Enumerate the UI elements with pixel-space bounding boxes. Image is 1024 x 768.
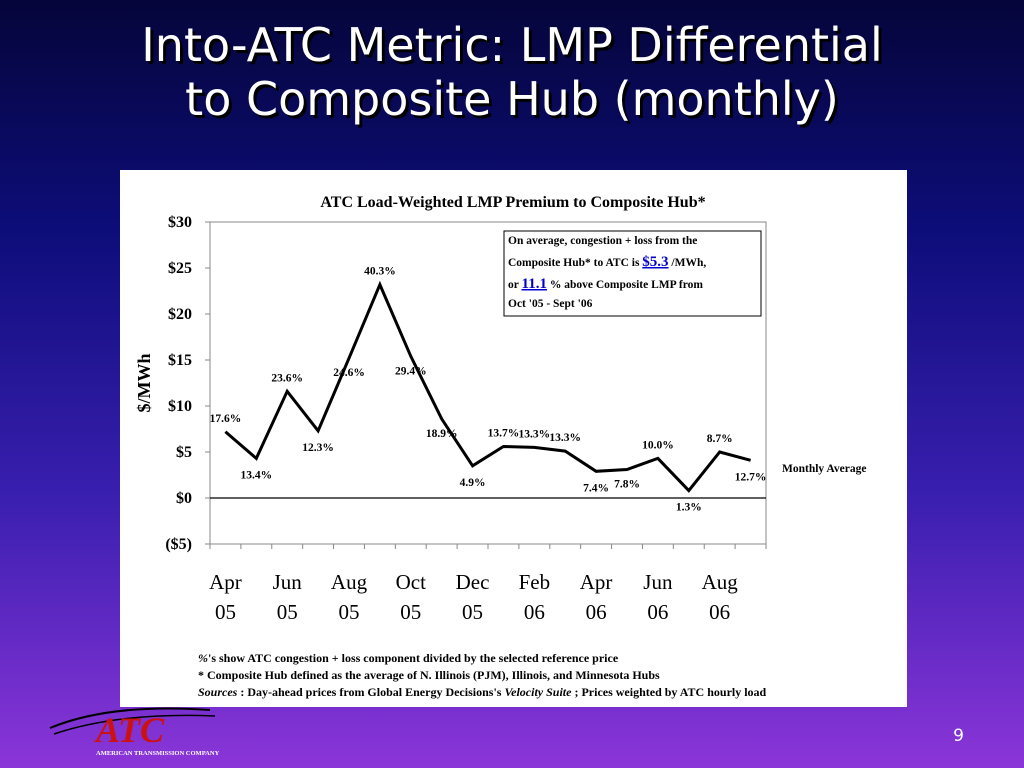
x-tick-label-month: Aug: [702, 570, 739, 594]
data-label: 12.3%: [302, 442, 334, 454]
x-tick-label-month: Apr: [580, 570, 613, 594]
data-label: 23.6%: [271, 372, 303, 384]
annotation-line1: On average, congestion + loss from the: [508, 235, 697, 247]
data-label: 10.0%: [642, 439, 674, 451]
annotation-value-percent: 11.1: [522, 276, 547, 292]
data-label: 40.3%: [364, 266, 396, 278]
footnote-sources: Sources : Day-ahead prices from Global E…: [198, 685, 767, 699]
x-tick-label-year: 06: [524, 600, 545, 624]
x-tick-label-month: Jun: [643, 570, 673, 594]
legend-label: Monthly Average: [782, 463, 866, 475]
x-tick-label-year: 05: [339, 600, 360, 624]
data-label: 13.3%: [549, 432, 581, 444]
annotation-box: On average, congestion + loss from the C…: [503, 230, 762, 317]
chart-title: ATC Load-Weighted LMP Premium to Composi…: [320, 194, 705, 211]
slide-title-line1: Into-ATC Metric: LMP Differential: [141, 18, 883, 72]
data-label: 4.9%: [460, 477, 486, 489]
y-tick-label: ($5): [165, 536, 192, 553]
annotation-line2: Composite Hub* to ATC is $5.3 /MWh,: [508, 254, 706, 270]
series-line-monthly-average: [224, 280, 751, 493]
y-tick-label: $5: [176, 444, 192, 461]
data-label: 13.4%: [241, 469, 273, 481]
annotation-line4: Oct '05 - Sept '06: [508, 298, 593, 310]
y-tick-label: $10: [168, 398, 192, 415]
data-label: 13.3%: [519, 428, 551, 440]
slide-title: Into-ATC Metric: LMP Differential to Com…: [0, 18, 1024, 126]
x-tick-label-month: Oct: [396, 570, 426, 594]
x-tick-label-month: Apr: [209, 570, 242, 594]
y-tick-label: $0: [176, 490, 192, 507]
footnote-composite-hub: * Composite Hub defined as the average o…: [198, 668, 660, 682]
x-tick-label-year: 05: [462, 600, 483, 624]
data-label: 8.7%: [707, 433, 733, 445]
x-tick-label-month: Feb: [519, 570, 551, 594]
annotation-line3: or 11.1 % above Composite LMP from: [508, 276, 703, 292]
data-label: 12.7%: [735, 471, 767, 483]
data-label: 24.6%: [333, 367, 365, 379]
footnote-percent: %'s show ATC congestion + loss component…: [198, 651, 619, 665]
x-tick-label-month: Dec: [456, 570, 490, 594]
data-label: 1.3%: [676, 502, 702, 514]
data-label: 17.6%: [210, 413, 242, 425]
data-label: 7.4%: [583, 482, 609, 494]
data-label: 29.4%: [395, 365, 427, 377]
x-tick-label-month: Jun: [273, 570, 303, 594]
data-label: 13.7%: [488, 427, 520, 439]
data-label: 18.9%: [426, 428, 458, 440]
x-tick-label-year: 05: [215, 600, 236, 624]
y-tick-label: $25: [168, 260, 192, 277]
x-tick-label-year: 06: [709, 600, 730, 624]
atc-logo: ATC AMERICAN TRANSMISSION COMPANY: [49, 707, 220, 757]
footnotes: %'s show ATC congestion + loss component…: [198, 650, 898, 701]
slide-title-line2: to Composite Hub (monthly): [185, 72, 839, 126]
y-tick-label: $30: [168, 214, 192, 231]
x-tick-label-year: 06: [647, 600, 668, 624]
y-tick-label: $15: [168, 352, 192, 369]
annotation-value-dollars: $5.3: [642, 254, 668, 270]
x-tick-label-year: 05: [277, 600, 298, 624]
logo-subtext: AMERICAN TRANSMISSION COMPANY: [96, 750, 220, 757]
chart-panel: ATC Load-Weighted LMP Premium to Composi…: [120, 170, 907, 707]
x-tick-label-year: 06: [586, 600, 607, 624]
data-label: 7.8%: [614, 478, 640, 490]
y-tick-label: $20: [168, 306, 192, 323]
logo-wordmark: ATC: [94, 710, 165, 750]
x-tick-label-month: Aug: [331, 570, 368, 594]
y-axis-label: $/MWh: [134, 353, 154, 412]
line-chart: ATC Load-Weighted LMP Premium to Composi…: [134, 194, 866, 624]
page-number: 9: [953, 726, 964, 746]
x-tick-label-year: 05: [400, 600, 421, 624]
